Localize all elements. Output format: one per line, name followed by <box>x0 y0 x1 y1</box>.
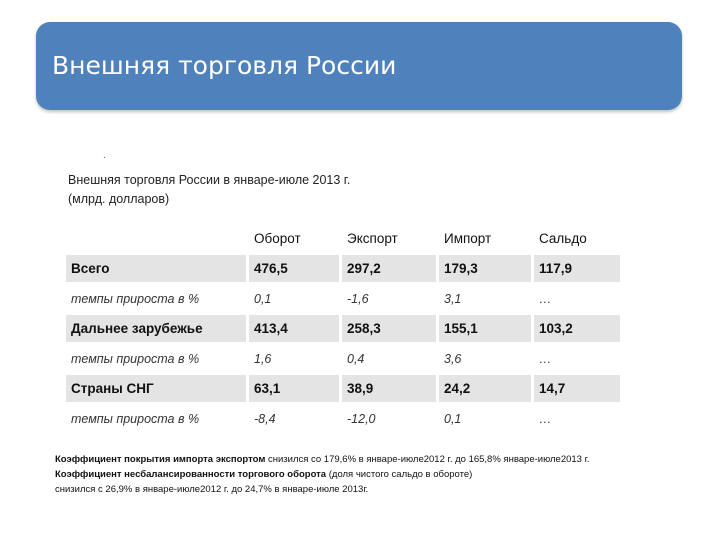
title-banner: Внешняя торговля России <box>36 22 682 110</box>
cell-balance: … <box>531 285 620 312</box>
footnote-term-coverage: Коэффициент покрытия импорта экспортом <box>55 454 266 465</box>
stray-dot: . <box>103 150 106 161</box>
table-row: Страны СНГ 63,1 38,9 24,2 14,7 <box>66 375 620 402</box>
cell-balance: 14,7 <box>531 375 620 402</box>
column-header-import: Импорт <box>436 225 531 252</box>
table-row: Всего 476,5 297,2 179,3 117,9 <box>66 255 620 282</box>
cell-turnover: 476,5 <box>246 255 339 282</box>
cell-turnover: 63,1 <box>246 375 339 402</box>
cell-import: 24,2 <box>436 375 531 402</box>
footnote-text: снизился со 179,6% в январе-июле2012 г. … <box>265 454 590 465</box>
column-header-balance: Сальдо <box>531 225 620 252</box>
cell-turnover: 0,1 <box>246 285 339 312</box>
table-unit: (млрд. долларов) <box>68 192 170 206</box>
row-label: темпы прироста в % <box>66 345 246 372</box>
cell-import: 0,1 <box>436 405 531 432</box>
cell-import: 3,6 <box>436 345 531 372</box>
table-row: Дальнее зарубежье 413,4 258,3 155,1 103,… <box>66 315 620 342</box>
cell-turnover: 413,4 <box>246 315 339 342</box>
cell-turnover: -8,4 <box>246 405 339 432</box>
table-title: Внешняя торговля России в январе-июле 20… <box>68 173 351 187</box>
footnote-line-1: Коэффициент покрытия импорта экспортом с… <box>55 452 705 467</box>
row-label: темпы прироста в % <box>66 285 246 312</box>
cell-import: 155,1 <box>436 315 531 342</box>
cell-export: -12,0 <box>339 405 436 432</box>
row-label: Страны СНГ <box>66 375 246 402</box>
table-header-row: Оборот Экспорт Импорт Сальдо <box>66 225 620 252</box>
cell-turnover: 1,6 <box>246 345 339 372</box>
footnote-text: (доля чистого сальдо в обороте) <box>326 469 473 480</box>
footnote: Коэффициент покрытия импорта экспортом с… <box>55 452 705 497</box>
cell-export: 297,2 <box>339 255 436 282</box>
footnote-term-imbalance: Коэффициент несбалансированности торгово… <box>55 469 327 480</box>
cell-export: 258,3 <box>339 315 436 342</box>
page-title: Внешняя торговля России <box>52 51 397 80</box>
footnote-line-3: снизился с 26,9% в январе-июле2012 г. до… <box>55 484 369 495</box>
trade-table: Оборот Экспорт Импорт Сальдо Всего 476,5… <box>66 222 620 435</box>
cell-balance: 117,9 <box>531 255 620 282</box>
row-label: Дальнее зарубежье <box>66 315 246 342</box>
table-row: темпы прироста в % 0,1 -1,6 3,1 … <box>66 285 620 312</box>
cell-export: -1,6 <box>339 285 436 312</box>
cell-export: 38,9 <box>339 375 436 402</box>
column-header-turnover: Оборот <box>246 225 339 252</box>
column-header-export: Экспорт <box>339 225 436 252</box>
cell-balance: 103,2 <box>531 315 620 342</box>
cell-import: 3,1 <box>436 285 531 312</box>
cell-balance: … <box>531 345 620 372</box>
cell-export: 0,4 <box>339 345 436 372</box>
cell-import: 179,3 <box>436 255 531 282</box>
footnote-line-2: Коэффициент несбалансированности торгово… <box>55 467 705 482</box>
cell-balance: … <box>531 405 620 432</box>
table-row: темпы прироста в % 1,6 0,4 3,6 … <box>66 345 620 372</box>
row-label: Всего <box>66 255 246 282</box>
row-label: темпы прироста в % <box>66 405 246 432</box>
column-header-empty <box>66 225 246 252</box>
table-row: темпы прироста в % -8,4 -12,0 0,1 … <box>66 405 620 432</box>
